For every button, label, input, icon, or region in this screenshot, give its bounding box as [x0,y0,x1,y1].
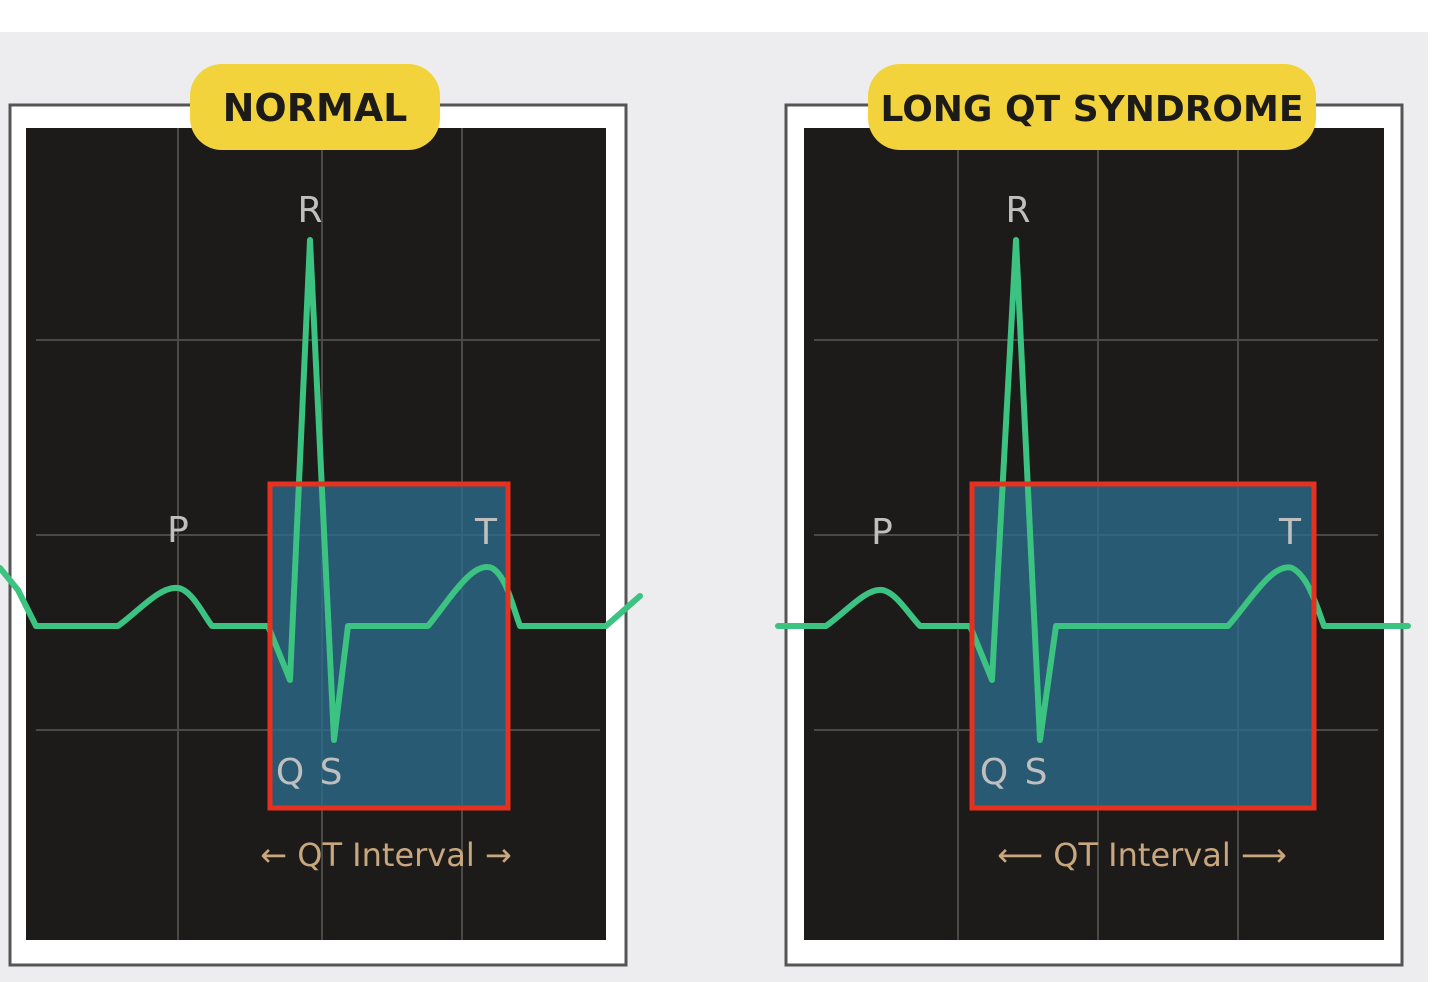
qt-interval-border [969,481,1317,811]
qt-interval-border [267,481,511,811]
q-wave-label: Q [276,752,304,793]
t-wave-label: T [1278,512,1302,553]
p-wave-label: P [871,512,893,553]
r-peak-label: R [1005,190,1030,231]
t-wave-label: T [474,512,498,553]
s-wave-label: S [1025,752,1048,793]
qt-interval-label: ⟵ QT Interval ⟶ [997,836,1287,874]
panel-title: NORMAL [223,86,408,130]
ecg-trace [775,237,1411,743]
p-wave-label: P [167,510,189,551]
s-wave-label: S [320,752,343,793]
panel-title-badge [190,64,440,150]
panel-title: LONG QT SYNDROME [881,89,1304,130]
ecg-trace [0,237,643,743]
qt-interval-label: ← QT Interval → [260,836,511,874]
panel-title-badge [868,64,1316,150]
panel-normal: NORMAL P R T Q S ← QT Interval → [0,64,643,967]
panel-long-qt: LONG QT SYNDROME P R T Q S ⟵ QT Interval… [775,64,1411,967]
qt-interval-highlight [972,484,1314,808]
r-peak-label: R [297,190,322,231]
qt-interval-highlight [270,484,508,808]
q-wave-label: Q [980,752,1008,793]
